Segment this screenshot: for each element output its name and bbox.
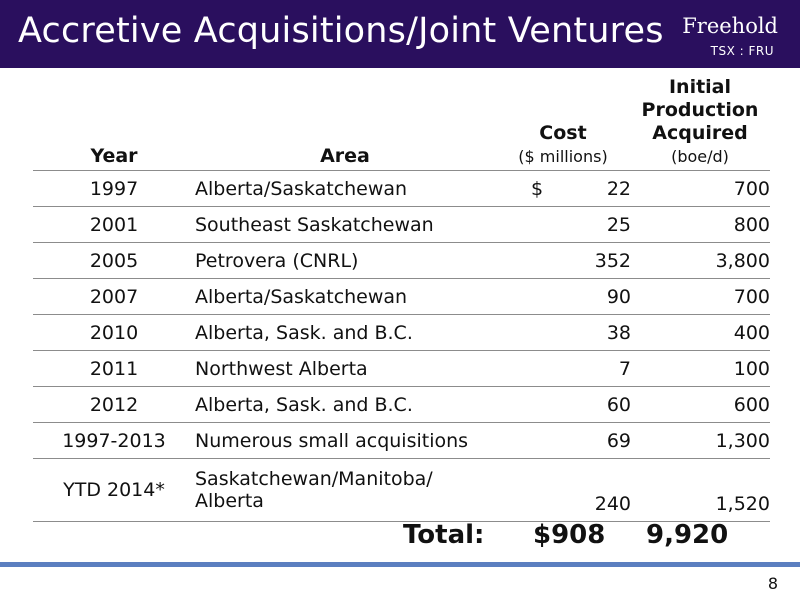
year-cell: 2012: [33, 386, 195, 423]
column-header-year: Year: [33, 145, 195, 168]
column-header-area: Area: [195, 145, 495, 168]
area-cell: Alberta, Sask. and B.C.: [195, 386, 503, 423]
footer-divider: [0, 562, 800, 567]
cost-cell: 7: [503, 350, 631, 387]
table-row: 1997-2013 Numerous small acquisitions 69…: [33, 422, 770, 459]
production-cell: 100: [631, 350, 770, 387]
area-cell: Alberta/Saskatchewan: [195, 278, 503, 315]
cost-cell: 90: [503, 278, 631, 315]
cost-value: 240: [594, 493, 631, 515]
cost-header-unit: ($ millions): [518, 147, 608, 166]
title-bar: Accretive Acquisitions/Joint Ventures Fr…: [0, 0, 800, 68]
area-cell: Petrovera (CNRL): [195, 242, 503, 279]
year-cell: 1997-2013: [33, 422, 195, 459]
cost-cell: 60: [503, 386, 631, 423]
cost-value: 352: [594, 249, 631, 272]
currency-symbol: $: [531, 177, 544, 200]
cost-value: 90: [606, 285, 631, 308]
area-cell: Alberta/Saskatchewan: [195, 170, 503, 207]
production-cell: 1,300: [631, 422, 770, 459]
cost-cell: 352: [503, 242, 631, 279]
production-header-line1: Initial: [668, 76, 732, 98]
cost-cell: 25: [503, 206, 631, 243]
cost-value: 38: [606, 321, 631, 344]
cost-cell: 240: [503, 458, 631, 522]
cost-cell: 38: [503, 314, 631, 351]
ticker-label: TSX : FRU: [710, 44, 774, 58]
production-header-line2: Production: [641, 99, 759, 121]
area-cell: Southeast Saskatchewan: [195, 206, 503, 243]
acquisitions-table: 1997 Alberta/Saskatchewan $22 700 2001 S…: [33, 170, 770, 522]
production-cell: 400: [631, 314, 770, 351]
slide-title: Accretive Acquisitions/Joint Ventures: [18, 11, 664, 51]
area-header-label: Area: [320, 145, 370, 167]
year-cell: 2007: [33, 278, 195, 315]
year-cell: 2001: [33, 206, 195, 243]
year-cell: 2005: [33, 242, 195, 279]
cost-value: 7: [618, 357, 631, 380]
page-number: 8: [767, 574, 778, 593]
cost-cell: $22: [503, 170, 631, 207]
area-line-2: Alberta: [195, 490, 264, 512]
cost-header-label: Cost: [539, 122, 587, 144]
table-row: 2012 Alberta, Sask. and B.C. 60 600: [33, 386, 770, 423]
area-line-1: Saskatchewan/Manitoba/: [195, 468, 433, 490]
total-cost: $908: [533, 520, 606, 550]
total-production: 9,920: [646, 520, 729, 550]
area-cell: Saskatchewan/Manitoba/Alberta: [195, 458, 503, 522]
cost-value: 60: [606, 393, 631, 416]
area-cell: Numerous small acquisitions: [195, 422, 503, 459]
production-header-line3: Acquired: [652, 122, 748, 144]
area-cell: Alberta, Sask. and B.C.: [195, 314, 503, 351]
production-cell: 1,520: [631, 458, 770, 522]
table-row: 1997 Alberta/Saskatchewan $22 700: [33, 170, 770, 207]
table-row: YTD 2014* Saskatchewan/Manitoba/Alberta …: [33, 458, 770, 522]
table-row: 2005 Petrovera (CNRL) 352 3,800: [33, 242, 770, 279]
column-header-cost: Cost ($ millions): [503, 122, 623, 168]
production-cell: 700: [631, 170, 770, 207]
year-header-label: Year: [90, 145, 138, 167]
year-cell: 2011: [33, 350, 195, 387]
cost-value: 25: [606, 213, 631, 236]
production-header-unit: (boe/d): [671, 147, 729, 166]
cost-value: 22: [606, 177, 631, 200]
year-cell: YTD 2014*: [33, 458, 195, 522]
company-logo: Freehold: [682, 14, 778, 38]
column-header-production: Initial Production Acquired (boe/d): [630, 76, 770, 168]
production-cell: 700: [631, 278, 770, 315]
area-cell: Northwest Alberta: [195, 350, 503, 387]
year-cell: 1997: [33, 170, 195, 207]
year-cell: 2010: [33, 314, 195, 351]
table-row: 2010 Alberta, Sask. and B.C. 38 400: [33, 314, 770, 351]
production-cell: 600: [631, 386, 770, 423]
production-cell: 3,800: [631, 242, 770, 279]
cost-value: 69: [606, 429, 631, 452]
production-cell: 800: [631, 206, 770, 243]
cost-cell: 69: [503, 422, 631, 459]
table-row: 2011 Northwest Alberta 7 100: [33, 350, 770, 387]
table-row: 2001 Southeast Saskatchewan 25 800: [33, 206, 770, 243]
total-label: Total:: [403, 520, 485, 550]
table-row: 2007 Alberta/Saskatchewan 90 700: [33, 278, 770, 315]
